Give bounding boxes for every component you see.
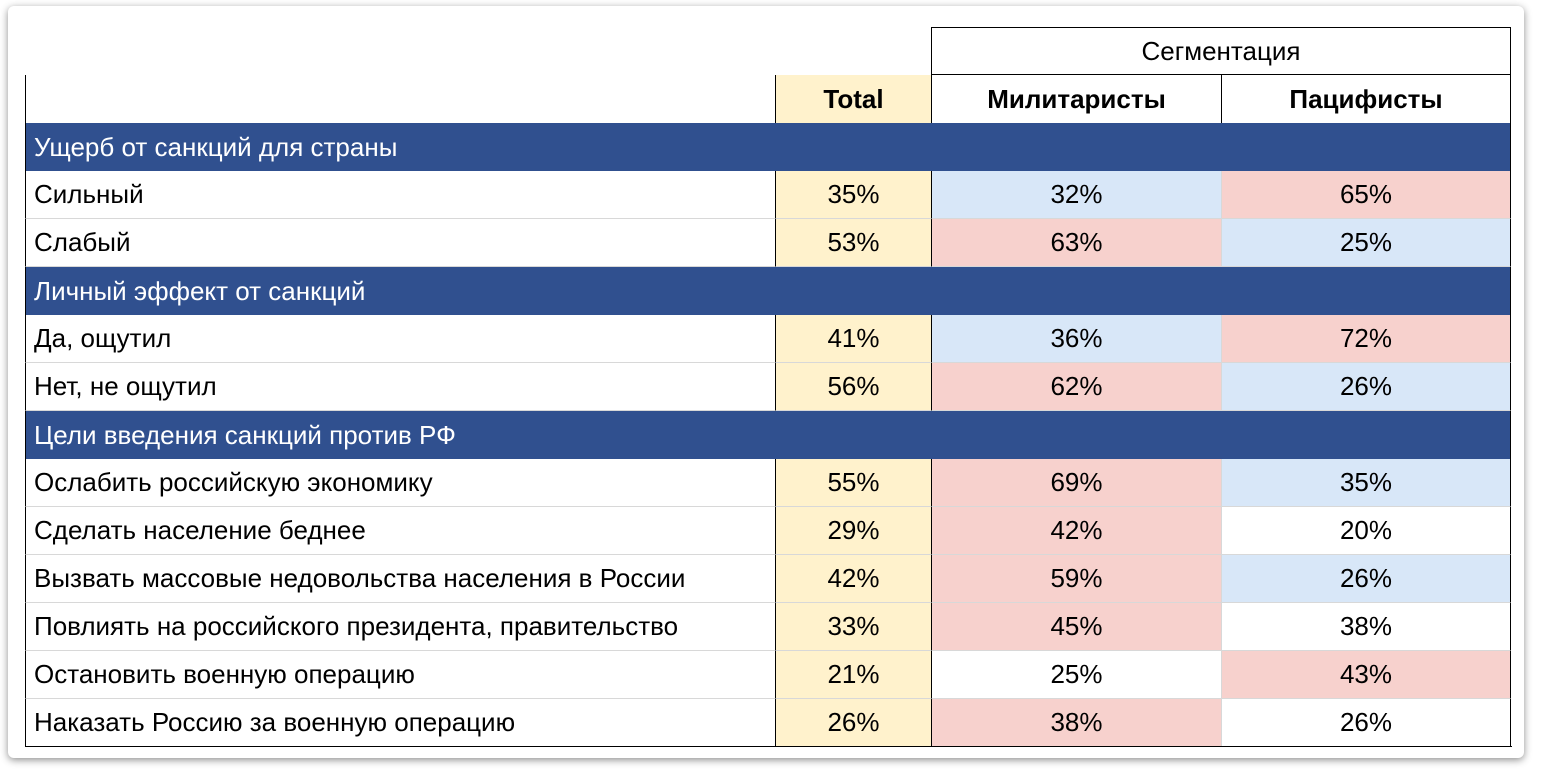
cell: 45% bbox=[931, 603, 1221, 651]
section-header: Личный эффект от санкций bbox=[25, 267, 1511, 315]
cell: 26% bbox=[1221, 699, 1511, 747]
cell: 62% bbox=[931, 363, 1221, 411]
row-label: Слабый bbox=[25, 219, 775, 267]
cell: 36% bbox=[931, 315, 1221, 363]
cell: 41% bbox=[775, 315, 931, 363]
cell: 42% bbox=[775, 555, 931, 603]
group-header: Сегментация bbox=[931, 27, 1511, 75]
cell: 33% bbox=[775, 603, 931, 651]
row-label: Ослабить российскую экономику bbox=[25, 459, 775, 507]
row-label: Сделать население беднее bbox=[25, 507, 775, 555]
table-bottom-border bbox=[25, 746, 1512, 747]
cell: 65% bbox=[1221, 171, 1511, 219]
cell: 20% bbox=[1221, 507, 1511, 555]
cell: 55% bbox=[775, 459, 931, 507]
row-label: Наказать Россию за военную операцию bbox=[25, 699, 775, 747]
cell: 29% bbox=[775, 507, 931, 555]
cell: 32% bbox=[931, 171, 1221, 219]
column-header: Милитаристы bbox=[931, 75, 1221, 123]
row-label: Да, ощутил bbox=[25, 315, 775, 363]
cell: 25% bbox=[1221, 219, 1511, 267]
cell: 59% bbox=[931, 555, 1221, 603]
row-label: Нет, не ощутил bbox=[25, 363, 775, 411]
cell: 26% bbox=[1221, 363, 1511, 411]
row-label: Сильный bbox=[25, 171, 775, 219]
cell: 35% bbox=[1221, 459, 1511, 507]
cell: 35% bbox=[775, 171, 931, 219]
section-header: Ущерб от санкций для страны bbox=[25, 123, 1511, 171]
cell: 26% bbox=[1221, 555, 1511, 603]
cell: 72% bbox=[1221, 315, 1511, 363]
cell: 53% bbox=[775, 219, 931, 267]
row-label: Остановить военную операцию bbox=[25, 651, 775, 699]
row-label: Повлиять на российского президента, прав… bbox=[25, 603, 775, 651]
cell: 56% bbox=[775, 363, 931, 411]
cell: 25% bbox=[931, 651, 1221, 699]
cell: 42% bbox=[931, 507, 1221, 555]
cell: 43% bbox=[1221, 651, 1511, 699]
column-header: Total bbox=[775, 75, 931, 123]
column-header: Пацифисты bbox=[1221, 75, 1511, 123]
header-blank bbox=[25, 75, 775, 123]
cell: 21% bbox=[775, 651, 931, 699]
cell: 69% bbox=[931, 459, 1221, 507]
cell: 26% bbox=[775, 699, 931, 747]
section-header: Цели введения санкций против РФ bbox=[25, 411, 1511, 459]
cell: 63% bbox=[931, 219, 1221, 267]
row-label: Вызвать массовые недовольства населения … bbox=[25, 555, 775, 603]
cell: 38% bbox=[931, 699, 1221, 747]
cell: 38% bbox=[1221, 603, 1511, 651]
table-card: Сегментация Total Милитаристы Пацифисты Ущер… bbox=[8, 6, 1524, 758]
